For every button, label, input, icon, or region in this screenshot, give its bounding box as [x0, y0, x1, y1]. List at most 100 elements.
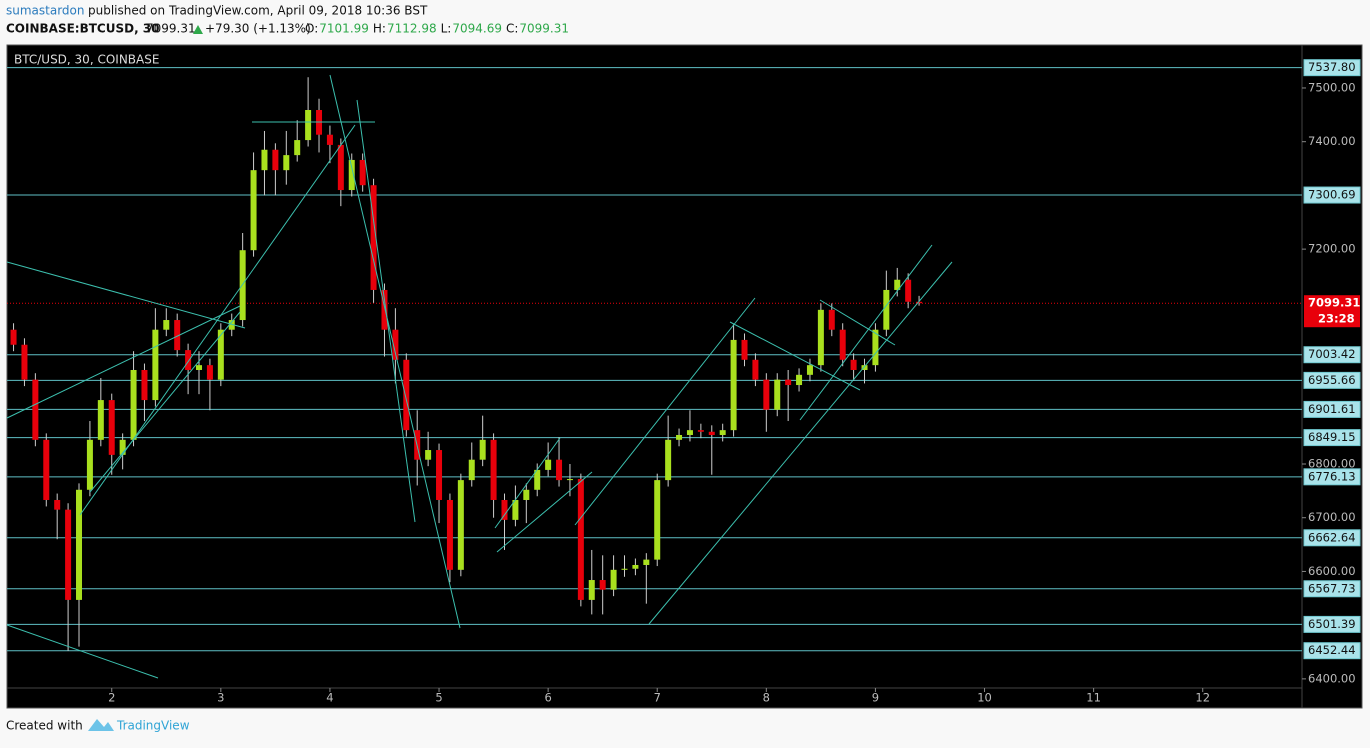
- candle-body: [872, 329, 879, 366]
- tradingview-logo: [88, 719, 114, 731]
- candle-body: [654, 480, 661, 560]
- trend-line: [79, 124, 356, 516]
- candle-body: [545, 459, 552, 470]
- ohlc-label: C:: [506, 22, 518, 36]
- x-tick-label: 11: [1086, 691, 1101, 705]
- level-label-box: [1303, 529, 1361, 547]
- ohlc-value: 7112.98: [387, 22, 437, 36]
- level-label-box: [1303, 580, 1361, 598]
- y-tick-label: 6400.00: [1308, 671, 1356, 685]
- candle-body: [348, 159, 355, 191]
- footer-brand[interactable]: TradingView: [116, 719, 190, 733]
- level-label: 6955.66: [1308, 373, 1356, 387]
- author[interactable]: sumastardon: [6, 4, 85, 18]
- candle-body: [174, 320, 181, 351]
- candle-body: [905, 279, 912, 302]
- candle-body: [621, 568, 628, 570]
- candle-body: [479, 439, 486, 460]
- candle-body: [534, 469, 541, 490]
- trend-line: [799, 244, 933, 421]
- x-tick-label: 8: [763, 691, 770, 705]
- candle-body: [294, 140, 301, 156]
- trend-line: [819, 299, 896, 346]
- ohlc-value: 7099.31: [519, 22, 569, 36]
- last-price-box: [1304, 295, 1360, 328]
- candle-body: [785, 379, 792, 386]
- candle-body: [861, 365, 868, 370]
- level-label-box: [1303, 615, 1361, 633]
- candle-body: [305, 109, 312, 141]
- x-tick-label: 7: [654, 691, 661, 705]
- candle-body: [381, 289, 388, 330]
- level-label-box: [1303, 371, 1361, 389]
- candle-body: [588, 580, 595, 600]
- candle-body: [337, 144, 344, 191]
- level-label: 7300.69: [1308, 188, 1356, 202]
- candle-body: [774, 379, 781, 410]
- y-tick-label: 7400.00: [1308, 134, 1356, 148]
- level-label: 7003.42: [1308, 347, 1356, 361]
- x-tick-label: 3: [217, 691, 224, 705]
- published: published on TradingView.com, April 09, …: [88, 4, 428, 18]
- level-label-box: [1303, 186, 1361, 204]
- candle-body: [54, 499, 61, 510]
- candle-body: [446, 499, 453, 570]
- ohlc-label: L:: [441, 22, 452, 36]
- candle-body: [577, 479, 584, 600]
- trend-lines: [6, 74, 953, 679]
- candle-body: [86, 439, 93, 490]
- level-label: 6901.61: [1308, 402, 1356, 416]
- x-tick-label: 4: [326, 691, 333, 705]
- chart-title: BTC/USD, 30, COINBASE: [14, 53, 159, 67]
- candle-body: [163, 320, 170, 330]
- candle-body: [643, 559, 650, 565]
- candle-body: [566, 479, 573, 481]
- candle-body: [741, 339, 748, 360]
- candle-body: [523, 489, 530, 500]
- trend-line: [496, 471, 593, 553]
- candle-body: [108, 400, 115, 455]
- last-price-label: 7099.31: [1308, 296, 1360, 310]
- ohlc-label: H:: [373, 22, 386, 36]
- level-label: 6501.39: [1308, 617, 1356, 631]
- candle-body: [806, 365, 813, 375]
- level-label-box: [1303, 346, 1361, 364]
- candle-body: [632, 564, 639, 569]
- candle-body: [141, 369, 148, 401]
- candle-body: [752, 359, 759, 380]
- x-tick-label: 2: [108, 691, 115, 705]
- candle-body: [228, 320, 235, 330]
- candle-body: [359, 159, 366, 186]
- candle-body: [697, 430, 704, 432]
- candle-body: [43, 439, 50, 500]
- trend-line: [574, 297, 756, 526]
- trend-line: [729, 321, 861, 391]
- trend-line: [6, 305, 241, 419]
- candle-body: [97, 400, 104, 440]
- candle-body: [261, 149, 268, 171]
- candle-body: [130, 369, 137, 440]
- candle-body: [556, 459, 563, 481]
- level-label: 6452.44: [1308, 643, 1356, 657]
- x-tick-label: 10: [977, 691, 992, 705]
- symbol: COINBASE:BTCUSD, 30: [6, 22, 160, 36]
- ohlc-label: O:: [305, 22, 318, 36]
- level-label-box: [1303, 642, 1361, 660]
- candle-body: [676, 434, 683, 440]
- candle-body: [425, 450, 432, 460]
- candle-body: [217, 329, 224, 380]
- candle-body: [272, 149, 279, 171]
- candle-body: [468, 459, 475, 481]
- level-label-box: [1303, 400, 1361, 418]
- y-tick-label: 7500.00: [1308, 80, 1356, 94]
- candle-body: [763, 379, 770, 410]
- candles: [10, 77, 923, 651]
- candle-body: [250, 170, 257, 251]
- y-tick-label: 6600.00: [1308, 564, 1356, 578]
- candle-body: [326, 134, 333, 145]
- candle-body: [512, 499, 519, 520]
- y-tick-label: 6800.00: [1308, 456, 1356, 470]
- trend-line: [494, 437, 561, 529]
- ohlc: O: 7101.99 H: 7112.98 L: 7094.69 C: 7099.31: [305, 22, 569, 36]
